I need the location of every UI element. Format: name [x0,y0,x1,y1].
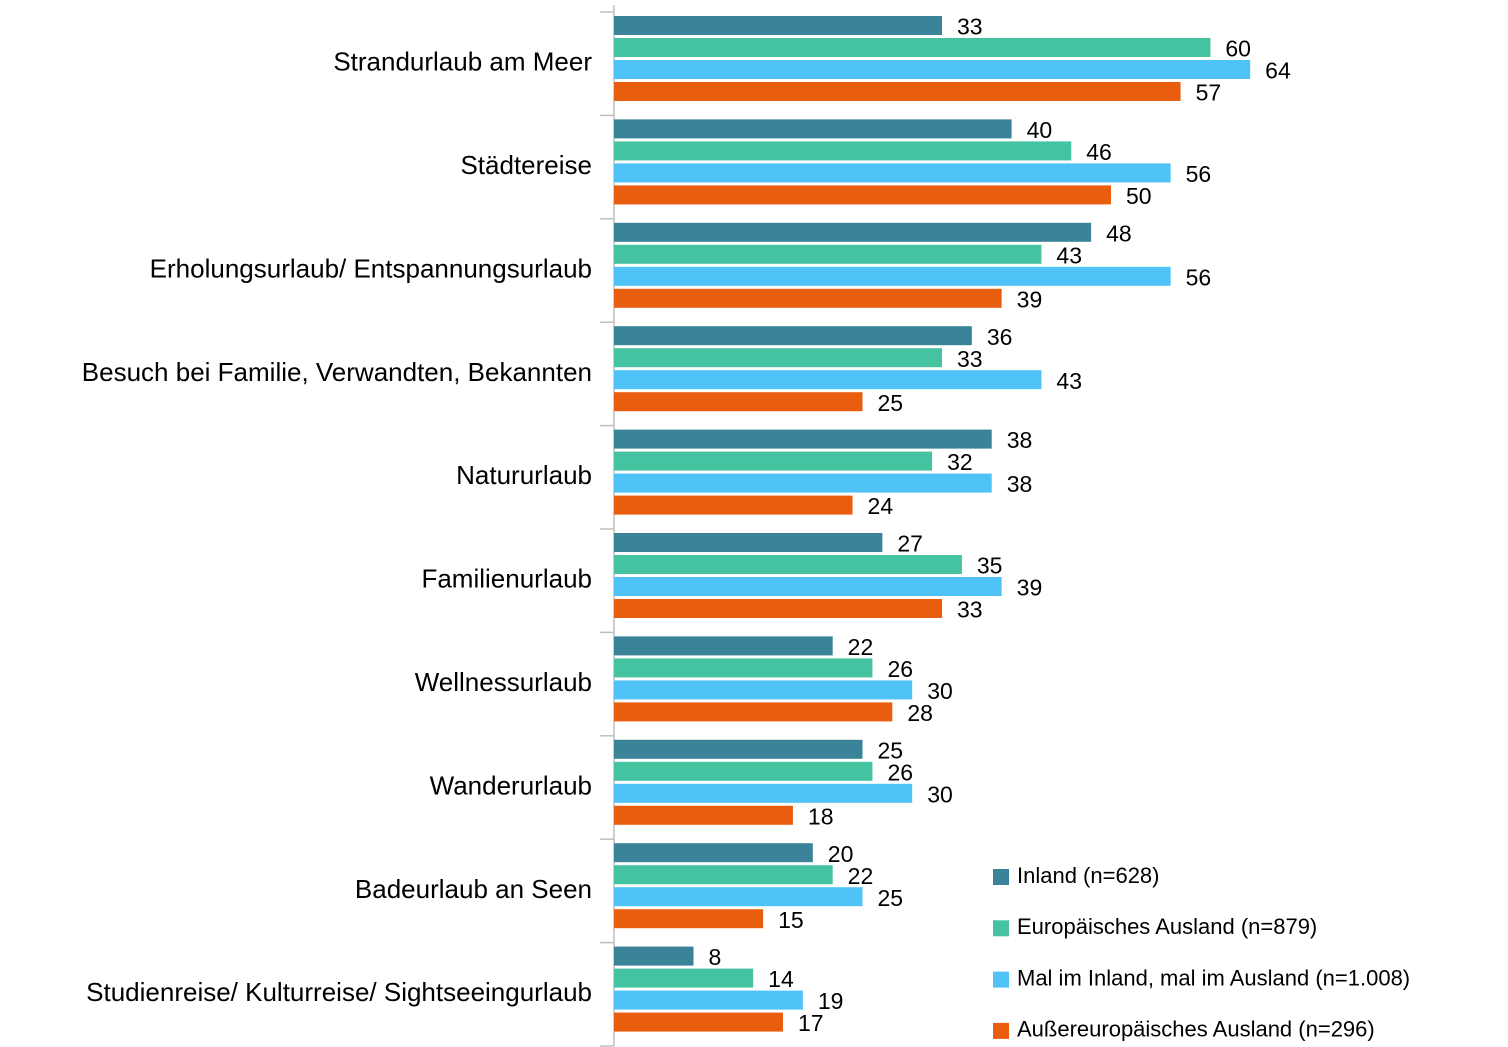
value-label: 43 [1056,242,1082,268]
bar [614,805,793,825]
value-label: 8 [709,944,722,970]
category-label: Studienreise/ Kulturreise/ Sightseeingur… [86,977,592,1007]
category-label: Familienurlaub [421,564,592,594]
category-label: Wanderurlaub [430,770,592,800]
value-label: 26 [887,656,913,682]
legend-swatch [993,1022,1009,1039]
category-label: Besuch bei Familie, Verwandten, Bekannte… [82,357,592,387]
bar [614,843,813,863]
value-label: 26 [887,759,913,785]
value-label: 19 [818,988,844,1014]
bar [614,599,943,618]
bar [614,244,1042,264]
value-label: 40 [1027,117,1053,143]
bar [614,739,863,759]
value-label: 35 [977,553,1003,579]
legend-label: Inland (n=628) [1017,863,1160,888]
category-label: Badeurlaub an Seen [355,874,592,904]
value-label: 22 [848,863,874,889]
bar [614,429,992,449]
value-label: 15 [778,907,804,933]
value-label: 25 [878,390,904,416]
bar [614,1012,783,1032]
value-label: 32 [947,449,973,475]
value-label: 25 [878,885,904,911]
legend-label: Europäisches Ausland (n=879) [1017,914,1317,939]
bar [614,887,863,907]
value-label: 30 [927,781,953,807]
legend-swatch [993,869,1009,885]
bar [614,555,962,574]
bar [614,783,913,803]
bar [614,392,863,412]
bar [614,38,1211,57]
bar [614,326,972,346]
value-label: 27 [897,531,923,557]
category-label: Natururlaub [456,460,592,490]
value-label: 48 [1106,220,1132,246]
value-label: 22 [848,634,874,660]
value-label: 57 [1196,80,1222,106]
bar [614,761,873,781]
value-label: 39 [1017,286,1043,312]
value-label: 56 [1186,161,1212,187]
bar [614,451,933,471]
value-label: 33 [957,597,983,623]
value-label: 18 [808,803,834,829]
bar [614,533,883,552]
bar [614,680,913,700]
bar [614,658,873,678]
value-label: 20 [828,841,854,867]
bar [614,990,803,1010]
bar [614,702,893,722]
category-label: Wellnessurlaub [415,667,592,697]
legend-swatch [993,971,1009,988]
bar [614,82,1181,101]
value-label: 46 [1086,139,1112,165]
bar [614,636,833,656]
category-label: Strandurlaub am Meer [333,47,592,77]
value-label: 30 [927,678,953,704]
category-label: Städtereise [460,150,592,180]
bar [614,288,1002,308]
value-label: 36 [987,324,1013,350]
value-label: 38 [1007,471,1033,497]
bar [614,16,943,35]
legend-swatch [993,920,1009,937]
legend-label: Außereuropäisches Ausland (n=296) [1017,1017,1375,1042]
value-label: 33 [957,346,983,372]
bar [614,60,1251,79]
category-label: Erholungsurlaub/ Entspannungsurlaub [150,253,592,283]
bar [614,473,992,493]
bar [614,348,943,368]
bar [614,946,694,966]
bar [614,370,1042,390]
bar [614,577,1002,596]
value-label: 24 [868,493,894,519]
bar [614,495,853,515]
bar [614,968,754,988]
value-label: 43 [1056,368,1082,394]
value-label: 39 [1017,575,1043,601]
value-label: 64 [1265,58,1291,84]
bar [614,222,1092,242]
value-label: 33 [957,14,983,40]
bar [614,909,764,929]
value-label: 28 [907,700,933,726]
bar [614,163,1171,183]
value-label: 14 [768,966,794,992]
bar [614,141,1072,161]
value-label: 38 [1007,427,1033,453]
bar [614,266,1171,286]
bar [614,185,1111,205]
legend-label: Mal im Inland, mal im Ausland (n=1.008) [1017,965,1410,990]
value-label: 60 [1225,36,1251,62]
value-label: 50 [1126,183,1152,209]
value-label: 56 [1186,264,1212,290]
bar [614,865,833,885]
value-label: 25 [878,737,904,763]
value-label: 17 [798,1010,824,1036]
bar [614,119,1012,139]
